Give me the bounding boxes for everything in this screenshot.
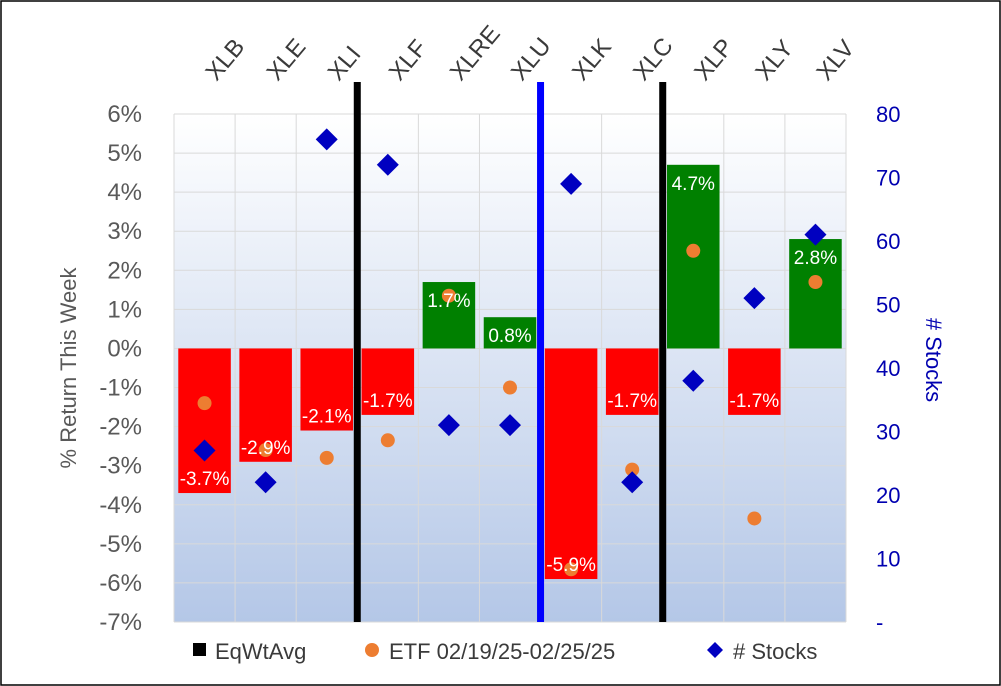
right-tick-label: 60 [876, 229, 900, 254]
left-axis-ticks: 6% 5% 4% 3% 2% 1% 0% -1% -2% -3% -4% -5% -6% -7% [99, 101, 142, 636]
etf-point-xlv [808, 275, 823, 290]
left-tick-label: 2% [107, 257, 142, 284]
etf-point-xlp [686, 243, 701, 258]
right-tick-label: 10 [876, 547, 900, 572]
left-tick-label: -6% [99, 570, 142, 597]
stocks-point-xlv [804, 223, 827, 246]
left-tick-label: 3% [107, 218, 142, 245]
right-tick-label: 30 [876, 420, 900, 445]
right-tick-label: 50 [876, 293, 900, 318]
left-tick-label: -5% [99, 531, 142, 558]
left-tick-label: 6% [107, 101, 142, 128]
right-tick-label: 70 [876, 166, 900, 191]
right-tick-label: 40 [876, 356, 900, 381]
bar-xlv [789, 239, 842, 349]
data-label-xlc: -1.7% [607, 391, 657, 412]
left-tick-label: 4% [107, 179, 142, 206]
separator-lines [353, 82, 667, 622]
markers-stocks [193, 128, 827, 494]
legend-swatch-eqwtavg [193, 643, 206, 656]
left-tick-label: -7% [99, 609, 142, 636]
etf-point-xli [319, 450, 334, 465]
right-tick-label: 80 [876, 102, 900, 127]
legend-swatch-stocks [707, 642, 723, 658]
markers-etf [197, 243, 823, 577]
data-label-xlf: -1.7% [363, 391, 413, 412]
left-tick-label: -4% [99, 492, 142, 519]
right-axis-title: # Stocks [921, 318, 946, 402]
stocks-point-xli [315, 128, 338, 151]
stocks-point-xlb [193, 439, 216, 462]
etf-point-xly [747, 511, 762, 526]
data-label-xlp: 4.7% [672, 174, 715, 195]
data-label-xlb: -3.7% [180, 469, 230, 490]
etf-point-xle [258, 443, 273, 458]
left-tick-label: -1% [99, 375, 142, 402]
left-tick-label: 1% [107, 296, 142, 323]
legend-label-stocks: # Stocks [733, 639, 817, 664]
stocks-point-xlu [499, 414, 521, 437]
stocks-point-xly [743, 287, 766, 310]
legend-label-eqwtavg: EqWtAvg [215, 639, 306, 664]
left-tick-label: 0% [107, 335, 142, 362]
left-axis-title: % Return This Week [56, 267, 81, 469]
bar-xli [300, 348, 353, 431]
left-tick-label: -3% [99, 453, 142, 480]
etf-point-xlre [441, 288, 456, 303]
etf-point-xlf [380, 433, 395, 448]
right-tick-label: - [876, 610, 883, 635]
data-label-xlre: 1.7% [427, 291, 470, 312]
stocks-point-xlf [376, 153, 399, 176]
data-label-xly: -1.7% [730, 391, 780, 412]
data-label-xle: -2.9% [241, 438, 291, 459]
legend: EqWtAvg ETF 02/19/25-02/25/25 # Stocks [193, 639, 817, 664]
bars-eqwtavg [178, 164, 842, 580]
stocks-point-xlre [437, 414, 460, 437]
etf-point-xlk [564, 562, 579, 577]
bar-xle [239, 348, 292, 462]
etf-point-xlc [625, 462, 640, 477]
left-tick-label: 5% [107, 140, 142, 167]
right-tick-label: 20 [876, 483, 900, 508]
data-label-xli: -2.1% [302, 407, 352, 428]
legend-label-etf: ETF 02/19/25-02/25/25 [389, 639, 615, 664]
data-labels: -3.7% -2.9% -2.1% -1.7% 1.7% 0.8% -5.9% -1.7% 4.… [180, 174, 837, 576]
right-axis-ticks: 80 70 60 50 40 30 20 10 - [876, 102, 900, 635]
bar-xlc [605, 348, 659, 415]
etf-point-xlb [197, 396, 212, 411]
bar-xlu [483, 317, 537, 349]
bar-xly [728, 348, 781, 415]
etf-point-xlu [503, 380, 517, 395]
left-tick-label: -2% [99, 414, 142, 441]
stocks-point-xlp [682, 369, 705, 392]
stocks-point-xlk [560, 172, 583, 195]
stocks-point-xlc [621, 471, 644, 494]
bar-xlf [361, 348, 415, 415]
bar-xlk [544, 348, 598, 580]
data-label-xlk: -5.9% [546, 555, 596, 576]
data-label-xlu: 0.8% [488, 326, 531, 347]
data-label-xlv: 2.8% [794, 248, 837, 269]
legend-swatch-etf [365, 643, 379, 657]
bar-xlb [178, 348, 231, 494]
stocks-point-xle [254, 471, 277, 494]
